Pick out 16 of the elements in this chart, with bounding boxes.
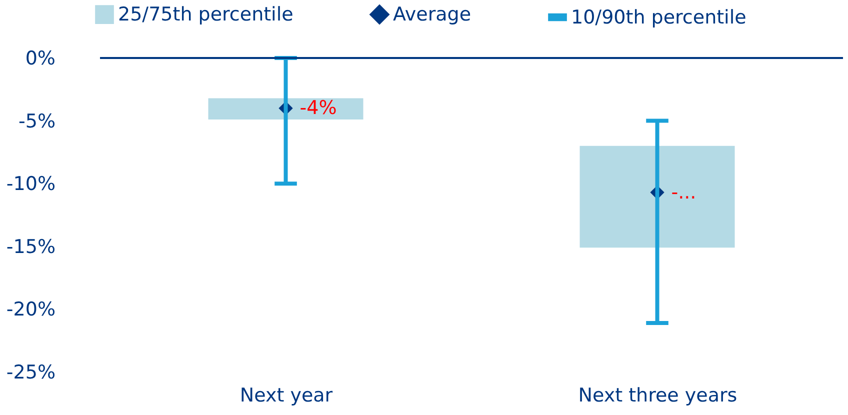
x-tick-label: Next three years <box>578 384 738 406</box>
bar <box>580 146 735 248</box>
x-tick-label: Next year <box>240 384 333 406</box>
y-tick-label: -10% <box>6 173 56 196</box>
legend-label: 10/90th percentile <box>571 6 746 28</box>
y-tick-label: -5% <box>18 110 56 132</box>
y-tick-label: -20% <box>6 298 56 321</box>
bar <box>208 98 364 120</box>
y-tick-label: -15% <box>6 236 56 258</box>
data-label: -... <box>671 181 696 204</box>
legend-label: Average <box>393 4 472 26</box>
y-tick-label: 0% <box>25 48 56 70</box>
data-label: -4% <box>300 97 337 120</box>
y-tick-label: -25% <box>6 362 56 384</box>
legend-label: 25/75th percentile <box>118 4 294 26</box>
bar <box>284 58 288 184</box>
